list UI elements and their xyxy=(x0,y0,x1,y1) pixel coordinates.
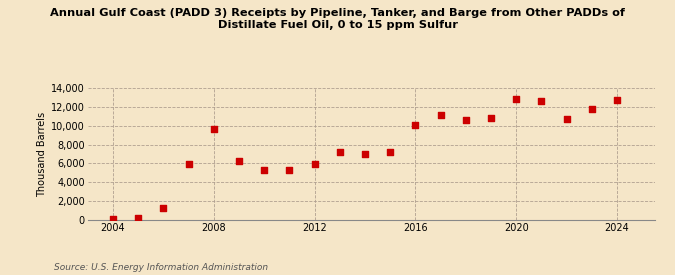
Y-axis label: Thousand Barrels: Thousand Barrels xyxy=(37,111,47,197)
Point xyxy=(183,162,194,167)
Point xyxy=(360,152,371,156)
Point xyxy=(284,168,295,172)
Point xyxy=(107,217,118,221)
Point xyxy=(259,168,269,172)
Point xyxy=(309,162,320,167)
Point xyxy=(561,117,572,121)
Point xyxy=(435,113,446,117)
Point xyxy=(133,216,144,220)
Point xyxy=(209,126,219,131)
Point xyxy=(334,150,345,154)
Point xyxy=(410,123,421,127)
Point xyxy=(485,116,496,120)
Text: Annual Gulf Coast (PADD 3) Receipts by Pipeline, Tanker, and Barge from Other PA: Annual Gulf Coast (PADD 3) Receipts by P… xyxy=(50,8,625,30)
Point xyxy=(158,205,169,210)
Point xyxy=(612,98,622,103)
Text: Source: U.S. Energy Information Administration: Source: U.S. Energy Information Administ… xyxy=(54,263,268,272)
Point xyxy=(385,150,396,154)
Point xyxy=(587,106,597,111)
Point xyxy=(536,99,547,103)
Point xyxy=(511,97,522,101)
Point xyxy=(460,118,471,122)
Point xyxy=(234,158,244,163)
